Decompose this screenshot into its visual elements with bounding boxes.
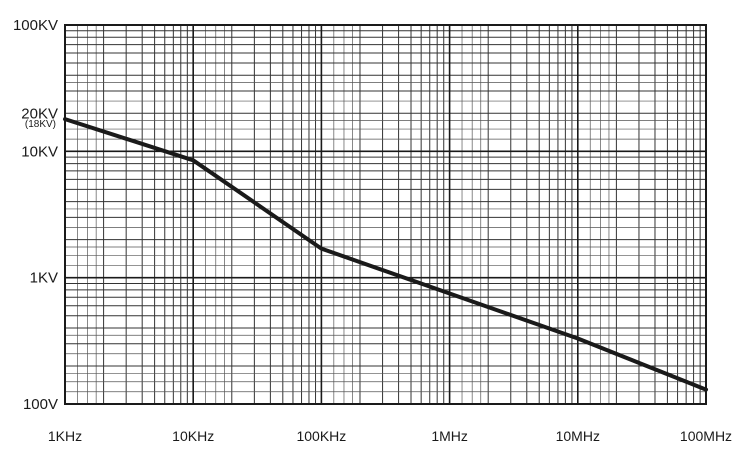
y-tick-label: 100V	[23, 396, 58, 413]
y-tick-label: 1KV	[30, 270, 58, 287]
y-tick-label: 100KV	[13, 17, 58, 34]
series-layer	[63, 117, 708, 392]
y-tick-label: 10KV	[21, 143, 58, 160]
major-grid	[64, 24, 707, 405]
x-tick-label: 100MHz	[680, 428, 732, 444]
annotation-label: (18KV)	[25, 119, 56, 130]
plot-frame	[64, 24, 707, 405]
x-tick-label: 10KHz	[172, 428, 214, 444]
x-tick-label: 1MHz	[431, 428, 468, 444]
x-axis-ticks: 1KHz 10KHz 100KHz 1MHz 10MHz 100MHz	[48, 428, 732, 444]
x-tick-label: 100KHz	[296, 428, 346, 444]
x-tick-label: 10MHz	[556, 428, 600, 444]
annotations: (18KV)	[25, 119, 56, 130]
y-tick-label: 20KV	[21, 105, 58, 122]
series-line	[63, 117, 708, 392]
x-tick-label: 1KHz	[48, 428, 82, 444]
minor-grid	[65, 25, 706, 404]
y-axis-ticks: 100V 1KV 10KV 20KV 100KV	[13, 17, 58, 413]
